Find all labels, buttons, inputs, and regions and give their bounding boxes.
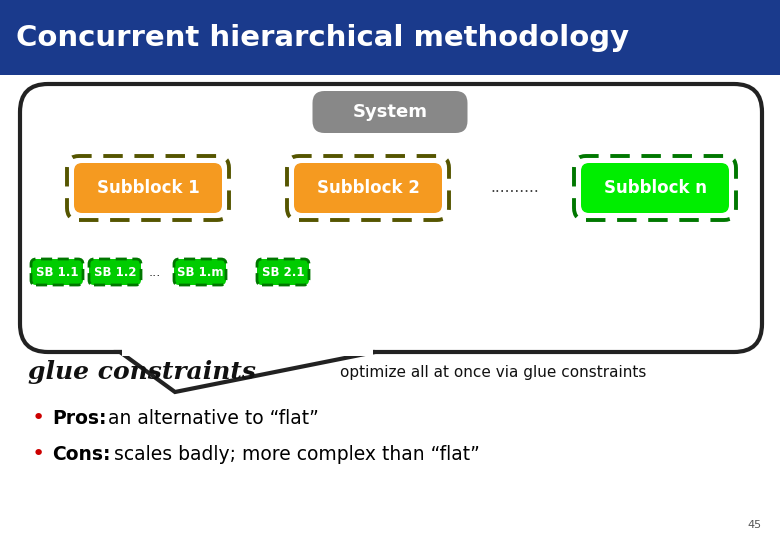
Polygon shape xyxy=(120,352,375,392)
Text: SB 1.1: SB 1.1 xyxy=(36,266,78,279)
Text: SB 2.1: SB 2.1 xyxy=(262,266,304,279)
Text: Pros:: Pros: xyxy=(52,408,107,428)
Text: Subblock 2: Subblock 2 xyxy=(317,179,420,197)
FancyBboxPatch shape xyxy=(31,259,83,285)
FancyBboxPatch shape xyxy=(20,84,762,352)
Text: SB 1.m: SB 1.m xyxy=(177,266,223,279)
FancyBboxPatch shape xyxy=(294,163,442,213)
Text: Cons:: Cons: xyxy=(52,444,111,463)
FancyBboxPatch shape xyxy=(581,163,729,213)
Text: Subblock 1: Subblock 1 xyxy=(97,179,200,197)
FancyBboxPatch shape xyxy=(174,259,226,285)
Text: SB 1.2: SB 1.2 xyxy=(94,266,136,279)
Text: •: • xyxy=(32,444,45,464)
FancyBboxPatch shape xyxy=(74,163,222,213)
Text: scales badly; more complex than “flat”: scales badly; more complex than “flat” xyxy=(108,444,480,463)
Bar xyxy=(0,0,780,75)
FancyBboxPatch shape xyxy=(257,259,309,285)
Text: 45: 45 xyxy=(748,520,762,530)
Text: Concurrent hierarchical methodology: Concurrent hierarchical methodology xyxy=(16,24,629,52)
Text: Subblock n: Subblock n xyxy=(604,179,707,197)
Bar xyxy=(122,346,373,356)
Text: optimize all at once via glue constraints: optimize all at once via glue constraint… xyxy=(340,364,647,380)
FancyBboxPatch shape xyxy=(313,91,467,133)
Text: •: • xyxy=(32,408,45,428)
Text: ...: ... xyxy=(149,266,161,279)
Text: ..........: .......... xyxy=(491,180,540,195)
FancyBboxPatch shape xyxy=(89,259,141,285)
Text: glue constraints: glue constraints xyxy=(28,360,256,384)
Text: System: System xyxy=(353,103,427,121)
Text: an alternative to “flat”: an alternative to “flat” xyxy=(102,408,319,428)
